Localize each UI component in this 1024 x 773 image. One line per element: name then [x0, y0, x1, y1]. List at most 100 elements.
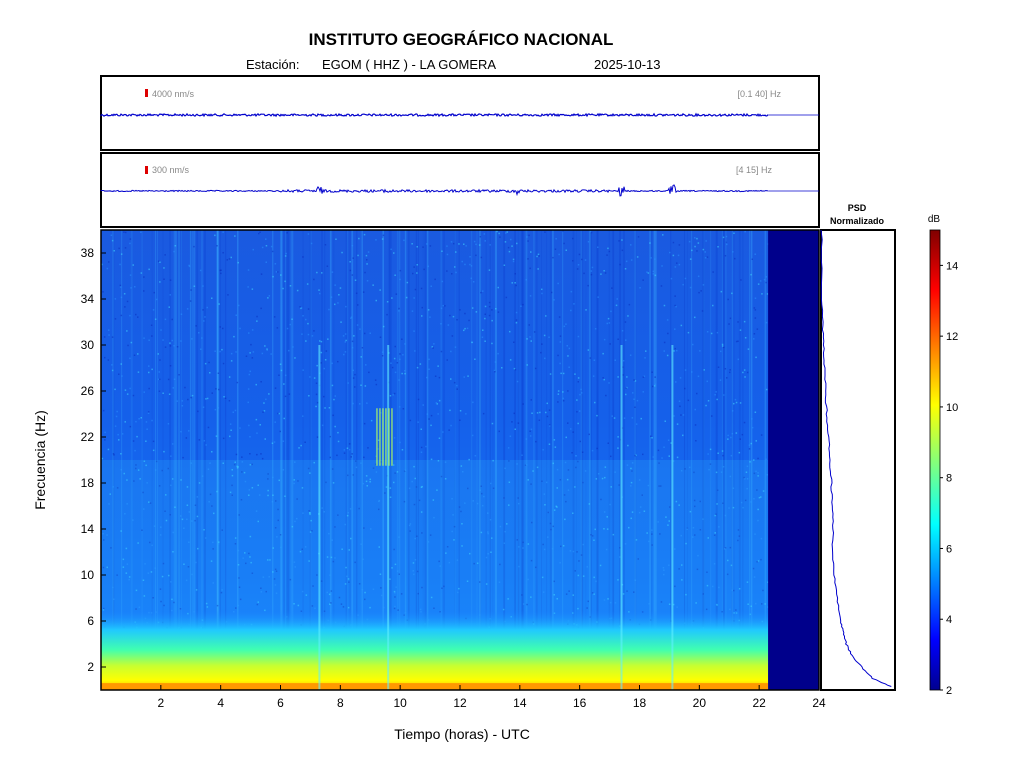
spectrogram-speckle: [217, 407, 220, 409]
spectrogram-streak: [151, 230, 153, 690]
spectrogram-speckle: [549, 522, 552, 525]
spectrogram-speckle: [446, 253, 449, 256]
spectrogram-speckle: [674, 304, 676, 307]
spectrogram-speckle: [587, 284, 589, 287]
spectrogram-speckle: [300, 444, 302, 447]
spectrogram-speckle: [249, 535, 252, 538]
spectrogram-speckle: [605, 394, 607, 397]
spectrogram-speckle: [310, 242, 313, 245]
spectrogram-speckle: [672, 460, 675, 462]
spectrogram-speckle: [427, 265, 429, 268]
spectrogram-speckle: [116, 574, 118, 576]
spectrogram-speckle: [316, 574, 318, 576]
spectrogram-speckle: [572, 550, 575, 553]
spectrogram-speckle: [663, 304, 666, 307]
spectrogram-speckle: [514, 428, 516, 430]
spectrogram-speckle: [170, 455, 172, 457]
spectrogram-speckle: [630, 467, 632, 470]
spectrogram-speckle: [360, 356, 362, 358]
spectrogram-streak: [286, 230, 288, 690]
spectrogram-speckle: [363, 422, 366, 425]
spectrogram-speckle: [637, 236, 640, 238]
spectrogram-speckle: [394, 371, 397, 374]
spectrogram-speckle: [470, 265, 473, 267]
spectrogram-speckle: [530, 559, 533, 562]
spectrogram-event: [387, 345, 390, 690]
spectrogram-speckle: [615, 304, 618, 307]
spectrogram-speckle: [269, 559, 271, 561]
spectrogram-speckle: [684, 468, 686, 470]
spectrogram-speckle: [252, 248, 254, 251]
band-label-2: [4 15] Hz: [736, 165, 773, 175]
spectrogram-speckle: [755, 470, 757, 473]
spectrogram-speckle: [168, 574, 170, 577]
spectrogram-speckle: [603, 511, 606, 513]
spectrogram-speckle: [398, 406, 401, 408]
spectrogram-speckle: [667, 439, 670, 441]
spectrogram-streak: [201, 230, 203, 690]
spectrogram-speckle: [744, 478, 746, 480]
spectrogram-speckle: [152, 597, 154, 599]
spectrogram-speckle: [150, 324, 153, 326]
spectrogram-speckle: [121, 433, 124, 435]
spectrogram-streak: [489, 230, 491, 690]
spectrogram-speckle: [241, 456, 243, 458]
spectrogram-speckle: [123, 472, 125, 475]
y-tick-label: 30: [81, 338, 95, 352]
spectrogram-speckle: [331, 362, 333, 365]
spectrogram-speckle: [743, 369, 746, 371]
spectrogram-speckle: [743, 320, 746, 323]
spectrogram-speckle: [230, 256, 232, 259]
spectrogram-speckle: [137, 371, 140, 373]
spectrogram-speckle: [103, 539, 105, 541]
spectrogram-speckle: [530, 483, 532, 485]
spectrogram-speckle: [586, 607, 588, 609]
spectrogram-speckle: [181, 518, 184, 521]
spectrogram-speckle: [270, 353, 272, 355]
spectrogram-speckle: [572, 512, 574, 514]
spectrogram-speckle: [347, 578, 350, 580]
spectrogram-speckle: [428, 418, 430, 420]
spectrogram-speckle: [441, 280, 444, 283]
spectrogram-speckle: [144, 563, 146, 565]
spectrogram-speckle: [426, 413, 429, 415]
spectrogram-speckle: [553, 439, 556, 441]
spectrogram-speckle: [308, 560, 310, 562]
spectrogram-speckle: [366, 280, 369, 282]
spectrogram-speckle: [603, 599, 606, 601]
spectrogram-speckle: [163, 278, 165, 280]
spectrogram-speckle: [235, 453, 238, 456]
spectrogram-speckle: [661, 457, 663, 459]
spectrogram-speckle: [120, 469, 122, 471]
spectrogram-speckle: [188, 430, 190, 432]
spectrogram-speckle: [522, 541, 524, 544]
spectrogram-speckle: [643, 375, 646, 377]
spectrogram-speckle: [721, 345, 724, 347]
spectrogram-speckle: [623, 417, 626, 419]
spectrogram-speckle: [206, 306, 208, 309]
spectrogram-speckle: [143, 290, 145, 292]
spectrogram-speckle: [630, 259, 633, 261]
spectrogram-streak: [471, 230, 473, 690]
spectrogram-streak: [204, 230, 206, 690]
spectrogram-speckle: [428, 358, 430, 361]
spectrogram-speckle: [447, 324, 450, 326]
spectrogram-speckle: [364, 598, 366, 601]
spectrogram-speckle: [413, 503, 416, 506]
spectrogram-speckle: [137, 469, 140, 471]
spectrogram-speckle: [733, 589, 735, 592]
spectrogram-event: [318, 345, 321, 690]
spectrogram-speckle: [747, 603, 749, 605]
spectrogram-streak: [216, 230, 219, 690]
spectrogram-speckle: [314, 607, 316, 610]
spectrogram-speckle: [239, 598, 242, 601]
spectrogram-speckle: [426, 376, 428, 379]
spectrogram-speckle: [420, 446, 423, 449]
spectrogram-streak: [427, 230, 429, 690]
spectrogram-speckle: [176, 400, 178, 402]
spectrogram-speckle: [378, 500, 380, 503]
spectrogram-speckle: [520, 305, 522, 307]
spectrogram-speckle: [346, 575, 348, 578]
spectrogram-speckle: [553, 580, 555, 583]
spectrogram-speckle: [446, 359, 448, 361]
